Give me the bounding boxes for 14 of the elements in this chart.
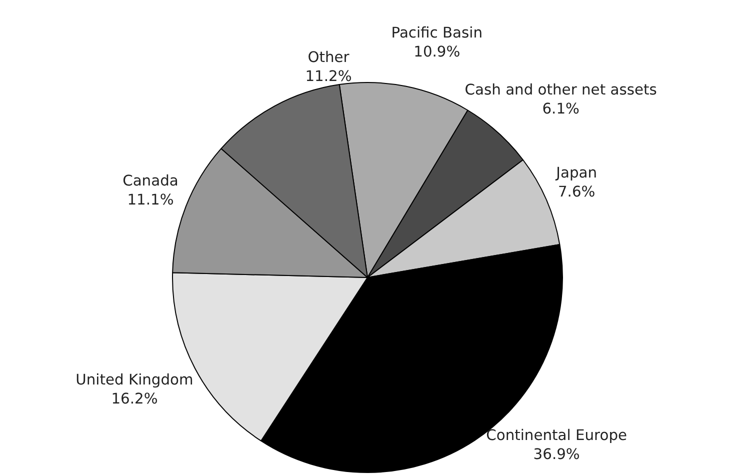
data-label: 7.6% (558, 184, 596, 201)
slice-label: Pacific Basin (391, 24, 483, 42)
data-label: 10.9% (414, 44, 460, 61)
data-label: 6.1% (542, 100, 580, 118)
data-label: 16.2% (111, 390, 158, 408)
slice-label: Other (308, 49, 350, 66)
slice-label: Canada (122, 172, 178, 190)
data-label: 36.9% (533, 446, 580, 463)
data-label: 11.2% (305, 68, 352, 86)
slice-label: Japan (555, 164, 598, 182)
slice-label: Continental Europe (486, 427, 628, 444)
slice-label: United Kingdom (76, 372, 194, 389)
slice-label: Cash and other net assets (464, 81, 657, 98)
data-label: 11.1% (127, 191, 174, 208)
